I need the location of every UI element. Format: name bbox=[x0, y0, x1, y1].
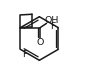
Text: OH: OH bbox=[45, 16, 59, 25]
Text: F: F bbox=[50, 22, 55, 31]
Text: O: O bbox=[37, 38, 44, 47]
Text: F: F bbox=[22, 50, 27, 59]
